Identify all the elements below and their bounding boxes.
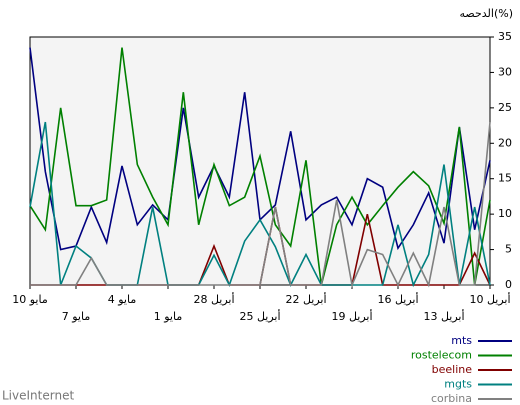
- x-tick-label: 28 أبريل: [193, 292, 234, 306]
- series-line: [29, 47, 491, 286]
- plot-area: [29, 36, 491, 286]
- y-tick-label: 15: [498, 172, 512, 185]
- legend-label: rostelecom: [411, 349, 472, 362]
- legend-label: mts: [451, 334, 472, 347]
- y-tick-label: 25: [498, 101, 512, 114]
- x-tick-label: 13 أبريل: [423, 309, 464, 323]
- x-tick-label: 1 مايو: [154, 310, 183, 323]
- chart-title: الدحصه(%): [460, 7, 513, 20]
- y-tick-label: 35: [498, 30, 512, 43]
- footer: LiveInternet: [2, 389, 74, 403]
- y-tick-label: 30: [498, 65, 512, 78]
- legend-label: corbina: [431, 392, 472, 405]
- x-tick-label: 19 أبريل: [331, 309, 372, 323]
- y-tick-label: 5: [505, 243, 512, 256]
- x-tick-label: 4 مايو: [108, 293, 137, 306]
- x-tick-label: 25 أبريل: [239, 309, 280, 323]
- legend-label: beeline: [432, 363, 473, 376]
- x-tick-label: 10 أبريل: [469, 292, 510, 306]
- y-tick-label: 0: [505, 278, 512, 291]
- x-tick-label: 10 مايو: [12, 293, 48, 306]
- x-tick-label: 7 مايو: [62, 310, 91, 323]
- y-tick-label: 10: [498, 207, 512, 220]
- y-tick-label: 20: [498, 136, 512, 149]
- legend-label: mgts: [444, 378, 472, 391]
- x-tick-label: 16 أبريل: [377, 292, 418, 306]
- series-line: [30, 121, 491, 288]
- x-tick-label: 22 أبريل: [285, 292, 326, 306]
